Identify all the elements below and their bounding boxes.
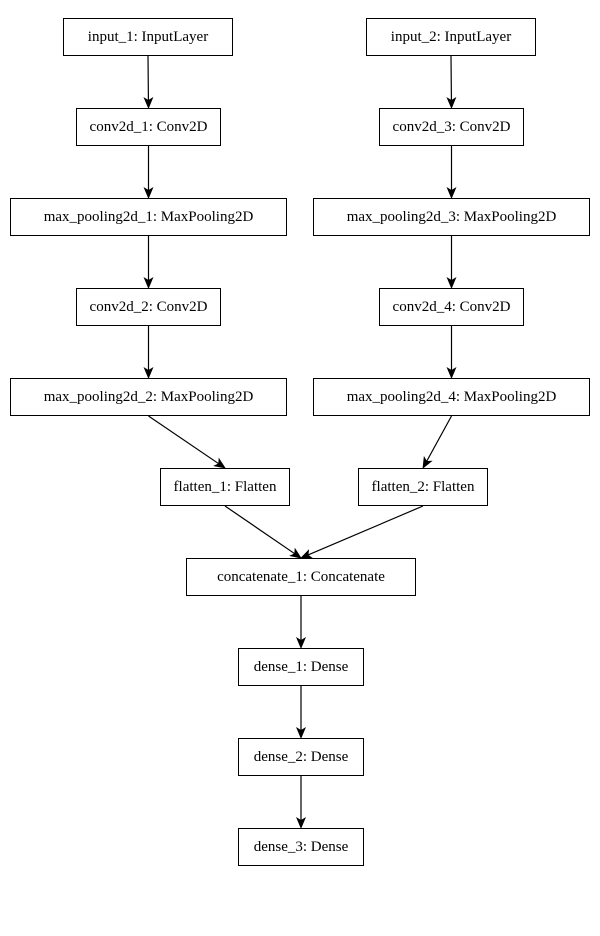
- layer-node: flatten_2: Flatten: [358, 468, 488, 506]
- layer-node: input_2: InputLayer: [366, 18, 536, 56]
- network-diagram: input_1: InputLayer conv2d_1: Conv2D max_p…: [0, 0, 600, 936]
- layer-node: conv2d_1: Conv2D: [76, 108, 221, 146]
- layer-node: conv2d_3: Conv2D: [379, 108, 524, 146]
- layer-node-label: input_1: InputLayer: [88, 29, 208, 46]
- layer-node-label: conv2d_3: Conv2D: [393, 119, 511, 136]
- layer-node-label: conv2d_4: Conv2D: [393, 299, 511, 316]
- edge: [302, 506, 423, 558]
- layer-node: max_pooling2d_4: MaxPooling2D: [313, 378, 590, 416]
- edge: [149, 416, 225, 467]
- layer-node: conv2d_2: Conv2D: [76, 288, 221, 326]
- layer-node-label: max_pooling2d_1: MaxPooling2D: [44, 209, 254, 226]
- edge: [225, 506, 300, 557]
- layer-node-label: conv2d_1: Conv2D: [90, 119, 208, 136]
- edge: [423, 416, 451, 467]
- layer-node: concatenate_1: Concatenate: [186, 558, 416, 596]
- layer-node: dense_3: Dense: [238, 828, 364, 866]
- layer-node-label: dense_1: Dense: [254, 659, 349, 676]
- layer-node-label: flatten_2: Flatten: [372, 479, 475, 496]
- layer-node-label: dense_2: Dense: [254, 749, 349, 766]
- layer-node: dense_1: Dense: [238, 648, 364, 686]
- layer-node-label: conv2d_2: Conv2D: [90, 299, 208, 316]
- layer-node-label: input_2: InputLayer: [391, 29, 511, 46]
- layer-node-label: dense_3: Dense: [254, 839, 349, 856]
- layer-node-label: concatenate_1: Concatenate: [217, 569, 385, 586]
- layer-node-label: max_pooling2d_4: MaxPooling2D: [347, 389, 557, 406]
- layer-node: dense_2: Dense: [238, 738, 364, 776]
- layer-node: input_1: InputLayer: [63, 18, 233, 56]
- layer-node: flatten_1: Flatten: [160, 468, 290, 506]
- layer-node-label: flatten_1: Flatten: [174, 479, 277, 496]
- layer-node: max_pooling2d_1: MaxPooling2D: [10, 198, 287, 236]
- layer-node-label: max_pooling2d_3: MaxPooling2D: [347, 209, 557, 226]
- layer-node: max_pooling2d_2: MaxPooling2D: [10, 378, 287, 416]
- layer-node-label: max_pooling2d_2: MaxPooling2D: [44, 389, 254, 406]
- layer-node: conv2d_4: Conv2D: [379, 288, 524, 326]
- layer-node: max_pooling2d_3: MaxPooling2D: [313, 198, 590, 236]
